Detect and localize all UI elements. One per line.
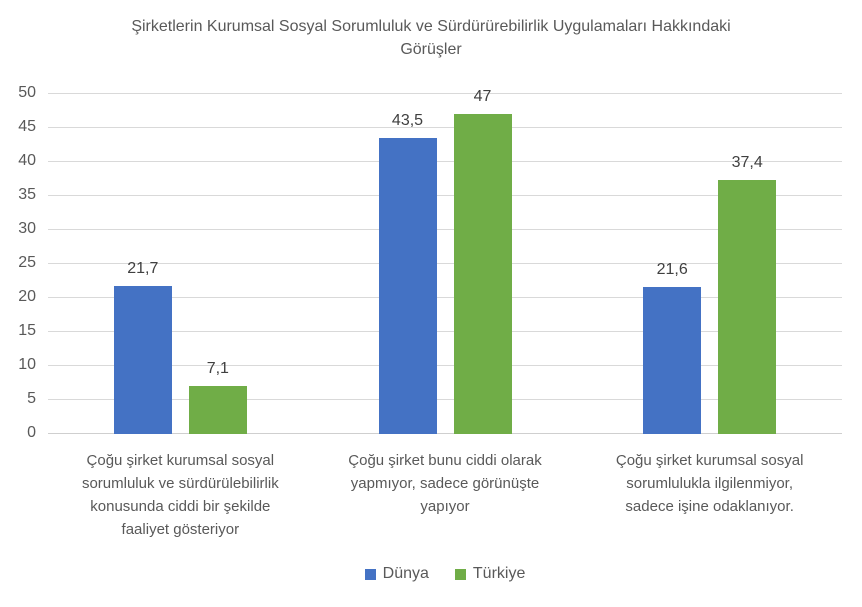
gridline <box>48 127 842 128</box>
y-tick-label: 0 <box>27 424 36 441</box>
bar-trkiye-1 <box>188 385 247 434</box>
category-label-2: Çoğu şirket bunu ciddi olarak yapmıyor, s… <box>310 449 580 518</box>
y-tick-label: 45 <box>18 118 36 135</box>
legend-swatch-icon <box>364 568 376 580</box>
bar-value-label: 47 <box>473 88 492 106</box>
y-tick-label: 30 <box>18 220 36 237</box>
category-label-line: yapmıyor, sadece görünüşte <box>350 475 540 492</box>
gridline <box>48 297 842 298</box>
bar-value-label: 43,5 <box>391 112 424 130</box>
category-label-line: sorumlulukla ilgilenmiyor, <box>626 475 794 492</box>
legend: Dünya Türkiye <box>48 565 842 583</box>
y-tick-label: 35 <box>18 186 36 203</box>
gridline <box>48 365 842 366</box>
chart-title-line-1: Şirketlerin Kurumsal Sosyal Sorumluluk v… <box>131 18 731 35</box>
category-label-1: Çoğu şirket kurumsal sosyal sorumluluk ve… <box>45 449 315 541</box>
legend-item-trkiye: Türkiye <box>454 565 526 583</box>
category-label-line: Çoğu şirket bunu ciddi olarak <box>348 452 542 469</box>
gridline <box>48 263 842 264</box>
gridline <box>48 229 842 230</box>
y-tick-label: 40 <box>18 152 36 169</box>
gridline <box>48 331 842 332</box>
y-tick-label: 25 <box>18 254 36 271</box>
category-label-line: yapıyor <box>420 498 470 515</box>
legend-item-dnya: Dünya <box>364 565 429 583</box>
y-tick-label: 15 <box>18 322 36 339</box>
y-tick-label: 10 <box>18 356 36 373</box>
chart-title: Şirketlerin Kurumsal Sosyal Sorumluluk v… <box>0 15 862 61</box>
x-axis-line <box>48 433 842 434</box>
bar-value-label: 21,6 <box>656 261 688 279</box>
y-tick-label: 5 <box>27 390 36 407</box>
category-label-line: Çoğu şirket kurumsal sosyal <box>615 452 804 469</box>
bar-dnya-1 <box>113 286 172 434</box>
bar-value-label: 7,1 <box>206 359 229 377</box>
category-label-line: sorumluluk ve sürdürülebilirlik <box>81 475 279 492</box>
category-label-3: Çoğu şirket kurumsal sosyal sorumlulukla … <box>575 449 845 518</box>
legend-swatch-icon <box>454 568 466 580</box>
gridline <box>48 195 842 196</box>
category-label-line: sadece işine odaklanıyor. <box>625 498 794 515</box>
bar-dnya-3 <box>643 287 702 434</box>
legend-label: Dünya <box>382 565 429 582</box>
y-tick-label: 50 <box>18 84 36 101</box>
gridline <box>48 399 842 400</box>
bar-value-label: 21,7 <box>127 260 159 278</box>
bar-dnya-2 <box>378 138 437 434</box>
category-label-line: Çoğu şirket kurumsal sosyal <box>86 452 275 469</box>
gridline <box>48 161 842 162</box>
legend-label: Türkiye <box>472 565 526 582</box>
category-label-line: faaliyet gösteriyor <box>121 521 240 538</box>
chart-title-line-2: Görüşler <box>400 41 462 58</box>
gridline <box>48 93 842 94</box>
bar-trkiye-2 <box>453 114 512 434</box>
bar-trkiye-3 <box>718 179 777 434</box>
bar-value-label: 37,4 <box>731 153 763 171</box>
category-label-line: konusunda ciddi bir şekilde <box>90 498 271 515</box>
y-tick-label: 20 <box>18 288 36 305</box>
